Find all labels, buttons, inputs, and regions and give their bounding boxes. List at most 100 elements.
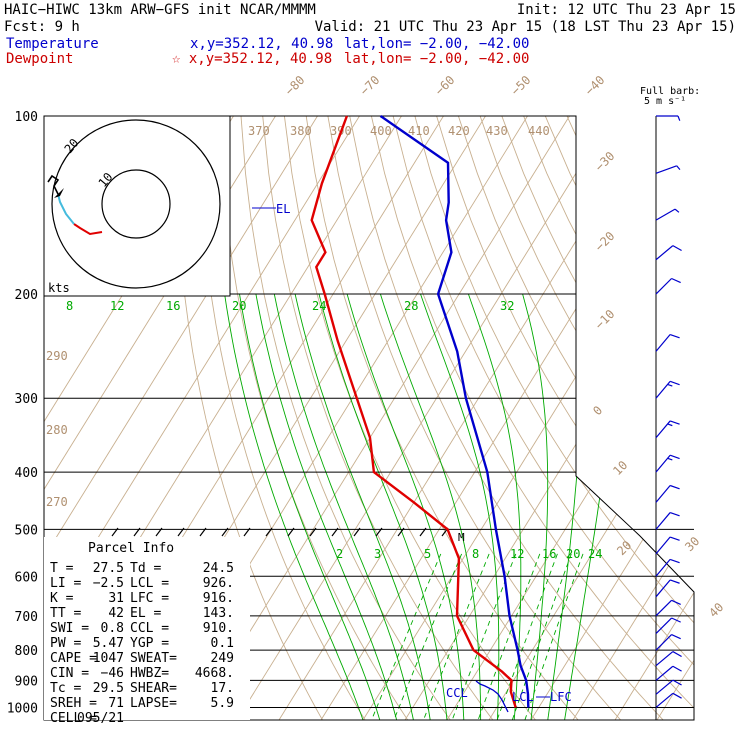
pressure-label-300: 300 xyxy=(15,392,38,407)
dry-adiabat-310 xyxy=(305,116,579,720)
ccl-label: CCL xyxy=(446,686,468,700)
dry-adiabat-350 xyxy=(392,116,694,720)
legend-dewpoint: Dewpoint xyxy=(6,51,73,67)
dry-adiabat-440 xyxy=(588,116,694,720)
barb-staff xyxy=(655,536,671,555)
parcel-info-cell: LI = xyxy=(50,576,81,591)
wind-barb xyxy=(655,579,680,598)
wind-barb xyxy=(655,484,680,503)
parcel-info-cell: PW = xyxy=(50,636,81,651)
moist-adiabat-26 xyxy=(467,293,522,720)
parcel-info-cell: 4668. xyxy=(195,666,234,681)
wind-barb xyxy=(655,420,680,439)
wind-barb xyxy=(655,692,682,708)
parcel-info-cell: LCL = xyxy=(130,576,169,591)
mixing-ratio-label-lower: 16 xyxy=(542,547,556,561)
parcel-info-cell: 910. xyxy=(203,621,234,636)
hatch-mark xyxy=(199,527,207,537)
theta-label: 430 xyxy=(486,124,508,138)
isotherm-40 xyxy=(572,116,694,720)
dry-adiabat-400 xyxy=(501,116,694,720)
dry-adiabat-290 xyxy=(262,116,494,720)
barb-staff xyxy=(655,634,672,651)
barb-staff xyxy=(655,454,671,473)
model-title: HAIC−HIWC 13km ARW−GFS init NCAR/MMMM xyxy=(4,2,316,18)
legend-temperature: Temperature xyxy=(6,36,99,52)
hatch-mark xyxy=(133,527,141,537)
barb-flag xyxy=(667,423,673,427)
mixing-ratio-label: 32 xyxy=(500,299,514,313)
isotherm-label: −60 xyxy=(432,73,457,98)
parcel-info-title: Parcel Info xyxy=(88,541,174,556)
wind-barb xyxy=(655,558,680,577)
wind-barb xyxy=(655,634,681,651)
wind-barb xyxy=(655,617,681,634)
barb-staff xyxy=(655,420,671,439)
barb-flag xyxy=(672,651,682,657)
theta-label: 420 xyxy=(448,124,470,138)
parcel-info-cell: −46 xyxy=(101,666,124,681)
barb-flag xyxy=(672,245,682,252)
barb-flag xyxy=(669,420,680,425)
parcel-info-cell: CELL = xyxy=(50,711,97,726)
dew-xy: ☆ x,y=352.12, 40.98 xyxy=(172,51,332,67)
parcel-info-cell: 926. xyxy=(203,576,234,591)
parcel-info-cell: SWEAT= xyxy=(130,651,177,666)
theta-label: 290 xyxy=(46,349,68,363)
isotherm-30 xyxy=(530,116,694,720)
parcel-info-cell: EL = xyxy=(130,606,161,621)
dry-adiabat-270 xyxy=(218,116,409,720)
pressure-label-400: 400 xyxy=(15,466,38,481)
barb-staff xyxy=(655,245,674,261)
hatch-mark xyxy=(177,527,185,537)
hodo-storm-motion-icon xyxy=(54,188,64,198)
barb-flag xyxy=(669,579,680,584)
barb-flag xyxy=(669,511,680,517)
theta-label: 280 xyxy=(46,423,68,437)
lfc-label: LFC xyxy=(550,690,572,704)
parcel-info-cell: Td = xyxy=(130,561,161,576)
wind-barb xyxy=(655,511,680,530)
theta-label: 440 xyxy=(528,124,550,138)
mixing-ratio-label-lower: 3 xyxy=(374,547,381,561)
mixing-ratio-label: 12 xyxy=(110,299,124,313)
isotherm-0 xyxy=(404,116,694,720)
parcel-info-cell: HWBZ= xyxy=(130,666,169,681)
wind-barb xyxy=(655,208,680,221)
parcel-info-cell: 71 xyxy=(108,696,124,711)
barb-flag xyxy=(674,208,680,213)
moist-adiabat-10 xyxy=(318,293,448,720)
isotherm-50 xyxy=(614,116,694,720)
mixing-ratio-label-lower: 20 xyxy=(566,547,580,561)
barb-flag xyxy=(669,333,680,339)
moist-adiabat-6 xyxy=(294,293,431,720)
hatch-mark xyxy=(419,527,427,537)
dry-adiabat-330 xyxy=(349,116,664,720)
hatch-mark xyxy=(353,527,361,537)
moist-adiabat-18 xyxy=(379,293,482,720)
hodo-trace-mid xyxy=(57,193,75,225)
isotherm-label: −40 xyxy=(582,73,607,98)
barb-staff xyxy=(655,165,677,174)
temp-latlon: lat,lon= −2.00, −42.00 xyxy=(344,36,529,52)
wind-barb xyxy=(655,651,682,667)
hatch-mark xyxy=(221,527,229,537)
dry-adiabat-430 xyxy=(566,116,694,720)
parcel-info-cell: 29.5 xyxy=(93,681,124,696)
parcel-info-cell: TT = xyxy=(50,606,81,621)
parcel-info-cell: LFC = xyxy=(130,591,169,606)
parcel-info-cell: T = xyxy=(50,561,74,576)
parcel-info-cell: SREH = xyxy=(50,696,97,711)
moist-adiabat-2 xyxy=(273,293,414,720)
isotherm-20 xyxy=(488,116,694,720)
barb-staff xyxy=(655,599,672,617)
parcel-info-cell: 1047 xyxy=(93,651,124,666)
dewpoint-profile xyxy=(310,115,517,708)
parcel-info-cell: CCL = xyxy=(130,621,169,636)
hodo-trace-upper xyxy=(47,174,60,195)
moist-adiabat--2 xyxy=(255,293,398,720)
mixing-ratio-label: 8 xyxy=(66,299,73,313)
parcel-info-cell: SWI = xyxy=(50,621,89,636)
pressure-label-100: 100 xyxy=(15,110,38,125)
barb-flag xyxy=(669,558,680,564)
